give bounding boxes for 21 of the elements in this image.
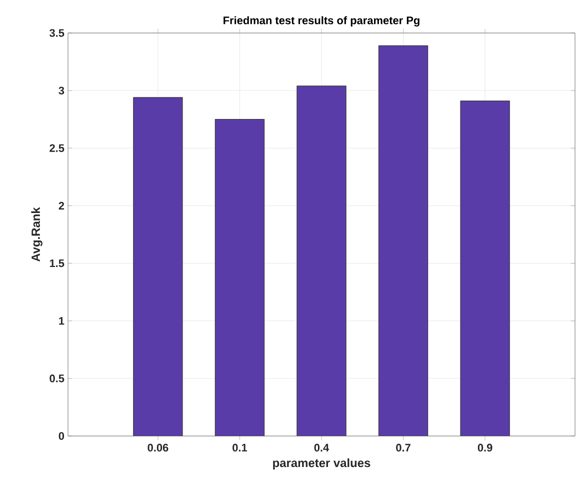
x-tick-label: 0.06	[148, 444, 168, 452]
x-axis-title: parameter values	[273, 458, 370, 470]
bar	[378, 45, 428, 436]
chart-title: Friedman test results of parameter Pg	[224, 16, 420, 27]
x-tick-label: 0.9	[478, 444, 492, 452]
y-tick-label: 1.5	[50, 259, 64, 268]
y-tick-label: 0.5	[50, 374, 64, 382]
y-tick-label: 2	[58, 202, 64, 210]
x-tick-label: 0.7	[396, 444, 410, 452]
y-tick-label: 3.5	[49, 29, 64, 37]
bar	[296, 86, 346, 436]
x-tick-label: 0.1	[232, 444, 248, 452]
y-tick-label: 2.5	[50, 144, 64, 152]
y-tick-label: 0	[58, 432, 64, 440]
x-tick-label: 0.4	[314, 444, 330, 452]
y-axis-title: Avg.Rank	[31, 207, 42, 262]
bar	[133, 97, 183, 436]
y-tick-label: 3	[58, 86, 64, 94]
y-tick-label: 1	[59, 317, 64, 325]
bar	[460, 100, 510, 436]
bar	[214, 119, 265, 436]
